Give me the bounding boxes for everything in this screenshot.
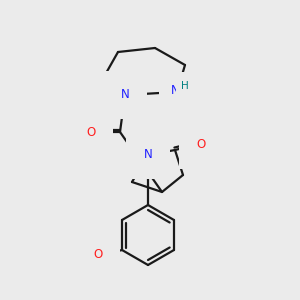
Text: O: O	[93, 248, 103, 262]
Text: O: O	[86, 125, 96, 139]
Text: N: N	[121, 88, 129, 101]
Text: N: N	[171, 83, 179, 97]
Text: O: O	[196, 139, 206, 152]
Text: H: H	[181, 81, 189, 91]
Text: N: N	[144, 148, 152, 161]
